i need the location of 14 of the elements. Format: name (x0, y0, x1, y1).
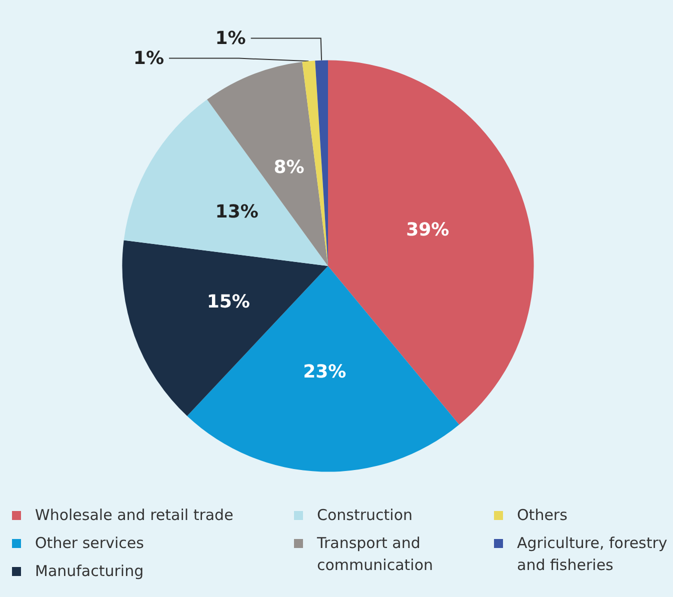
legend-label: Others (517, 505, 568, 526)
data-label: 8% (274, 157, 304, 178)
data-label: 39% (406, 220, 450, 241)
legend-label: Other services (35, 533, 145, 554)
data-label: 1% (215, 28, 246, 49)
legend-label: Agriculture, forestry and fisheries (517, 533, 668, 576)
legend-label: Transport and communication (317, 533, 434, 576)
legend-label: Wholesale and retail trade (35, 505, 234, 526)
data-label: 15% (206, 291, 250, 312)
legend-label: Construction (317, 505, 414, 526)
data-label: 1% (133, 48, 164, 69)
legend-label: Manufacturing (35, 561, 145, 582)
data-label: 13% (215, 202, 258, 223)
data-label: 23% (303, 361, 346, 382)
